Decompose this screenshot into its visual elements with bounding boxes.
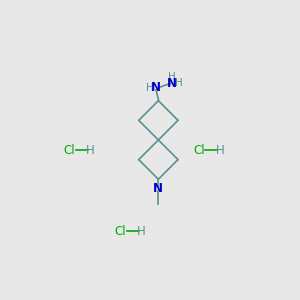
Text: H: H	[216, 144, 224, 157]
Text: H: H	[168, 72, 176, 82]
Text: H: H	[137, 225, 146, 238]
Text: N: N	[167, 77, 177, 90]
Text: H: H	[146, 83, 154, 93]
Text: H: H	[175, 78, 183, 88]
Text: N: N	[151, 82, 161, 94]
Text: Cl: Cl	[114, 225, 126, 238]
Text: N: N	[153, 182, 164, 195]
Text: Cl: Cl	[64, 144, 75, 157]
Text: Cl: Cl	[193, 144, 205, 157]
Text: H: H	[86, 144, 95, 157]
